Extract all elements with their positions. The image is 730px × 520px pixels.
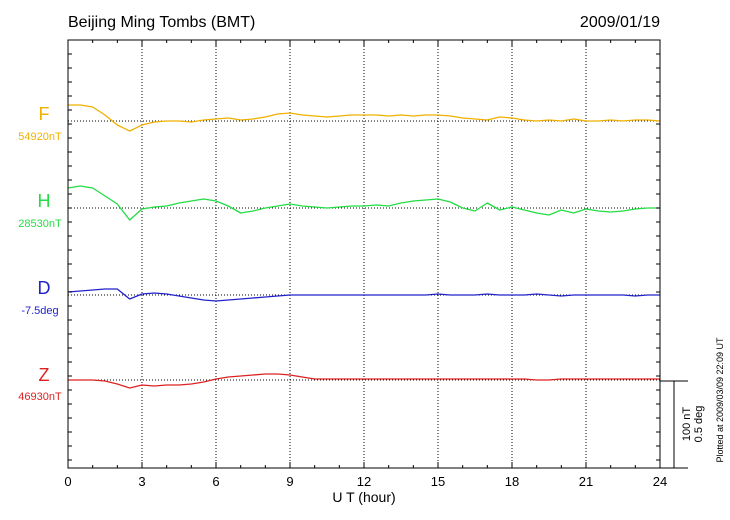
series-line-d <box>67 288 660 302</box>
series-baseline-value-f: 54920nT <box>18 131 62 143</box>
grid <box>141 40 587 468</box>
x-tick-label: 21 <box>579 474 593 489</box>
series-line-h <box>67 185 660 221</box>
x-axis-label: U T (hour) <box>332 489 395 505</box>
chart-title: Beijing Ming Tombs (BMT) <box>68 14 255 31</box>
series-name-h: H <box>38 191 51 211</box>
series-name-f: F <box>39 104 50 124</box>
x-ticks: 0 3 6 9 12 15 18 21 24 <box>64 40 667 489</box>
series-baseline-value-d: -7.5deg <box>21 305 58 317</box>
x-tick-label: 6 <box>212 474 219 489</box>
series-line-f <box>68 104 661 132</box>
scale-bar-label-nt: 100 nT <box>681 407 693 442</box>
scale-bar: 100 nT 0.5 deg <box>660 380 705 469</box>
x-tick-label: 15 <box>431 474 445 489</box>
series-labels: F 54920nT H 28530nT D -7.5deg Z 46930nT <box>18 104 62 403</box>
x-tick-label: 3 <box>138 474 145 489</box>
x-tick-label: 18 <box>505 474 519 489</box>
scale-bar-label-deg: 0.5 deg <box>693 406 705 443</box>
series-name-z: Z <box>39 365 50 385</box>
x-tick-label: 24 <box>653 474 667 489</box>
plotted-at-footnote: Plotted at 2009/03/09 22:09 UT <box>715 337 725 463</box>
x-tick-label: 0 <box>64 474 71 489</box>
chart-date: 2009/01/19 <box>580 14 660 31</box>
series-lines <box>67 104 661 389</box>
series-baseline-value-z: 46930nT <box>18 391 62 403</box>
series-baseline-value-h: 28530nT <box>18 218 62 230</box>
series-name-d: D <box>38 278 51 298</box>
x-tick-label: 12 <box>357 474 371 489</box>
x-tick-label: 9 <box>286 474 293 489</box>
series-line-z <box>68 373 660 389</box>
